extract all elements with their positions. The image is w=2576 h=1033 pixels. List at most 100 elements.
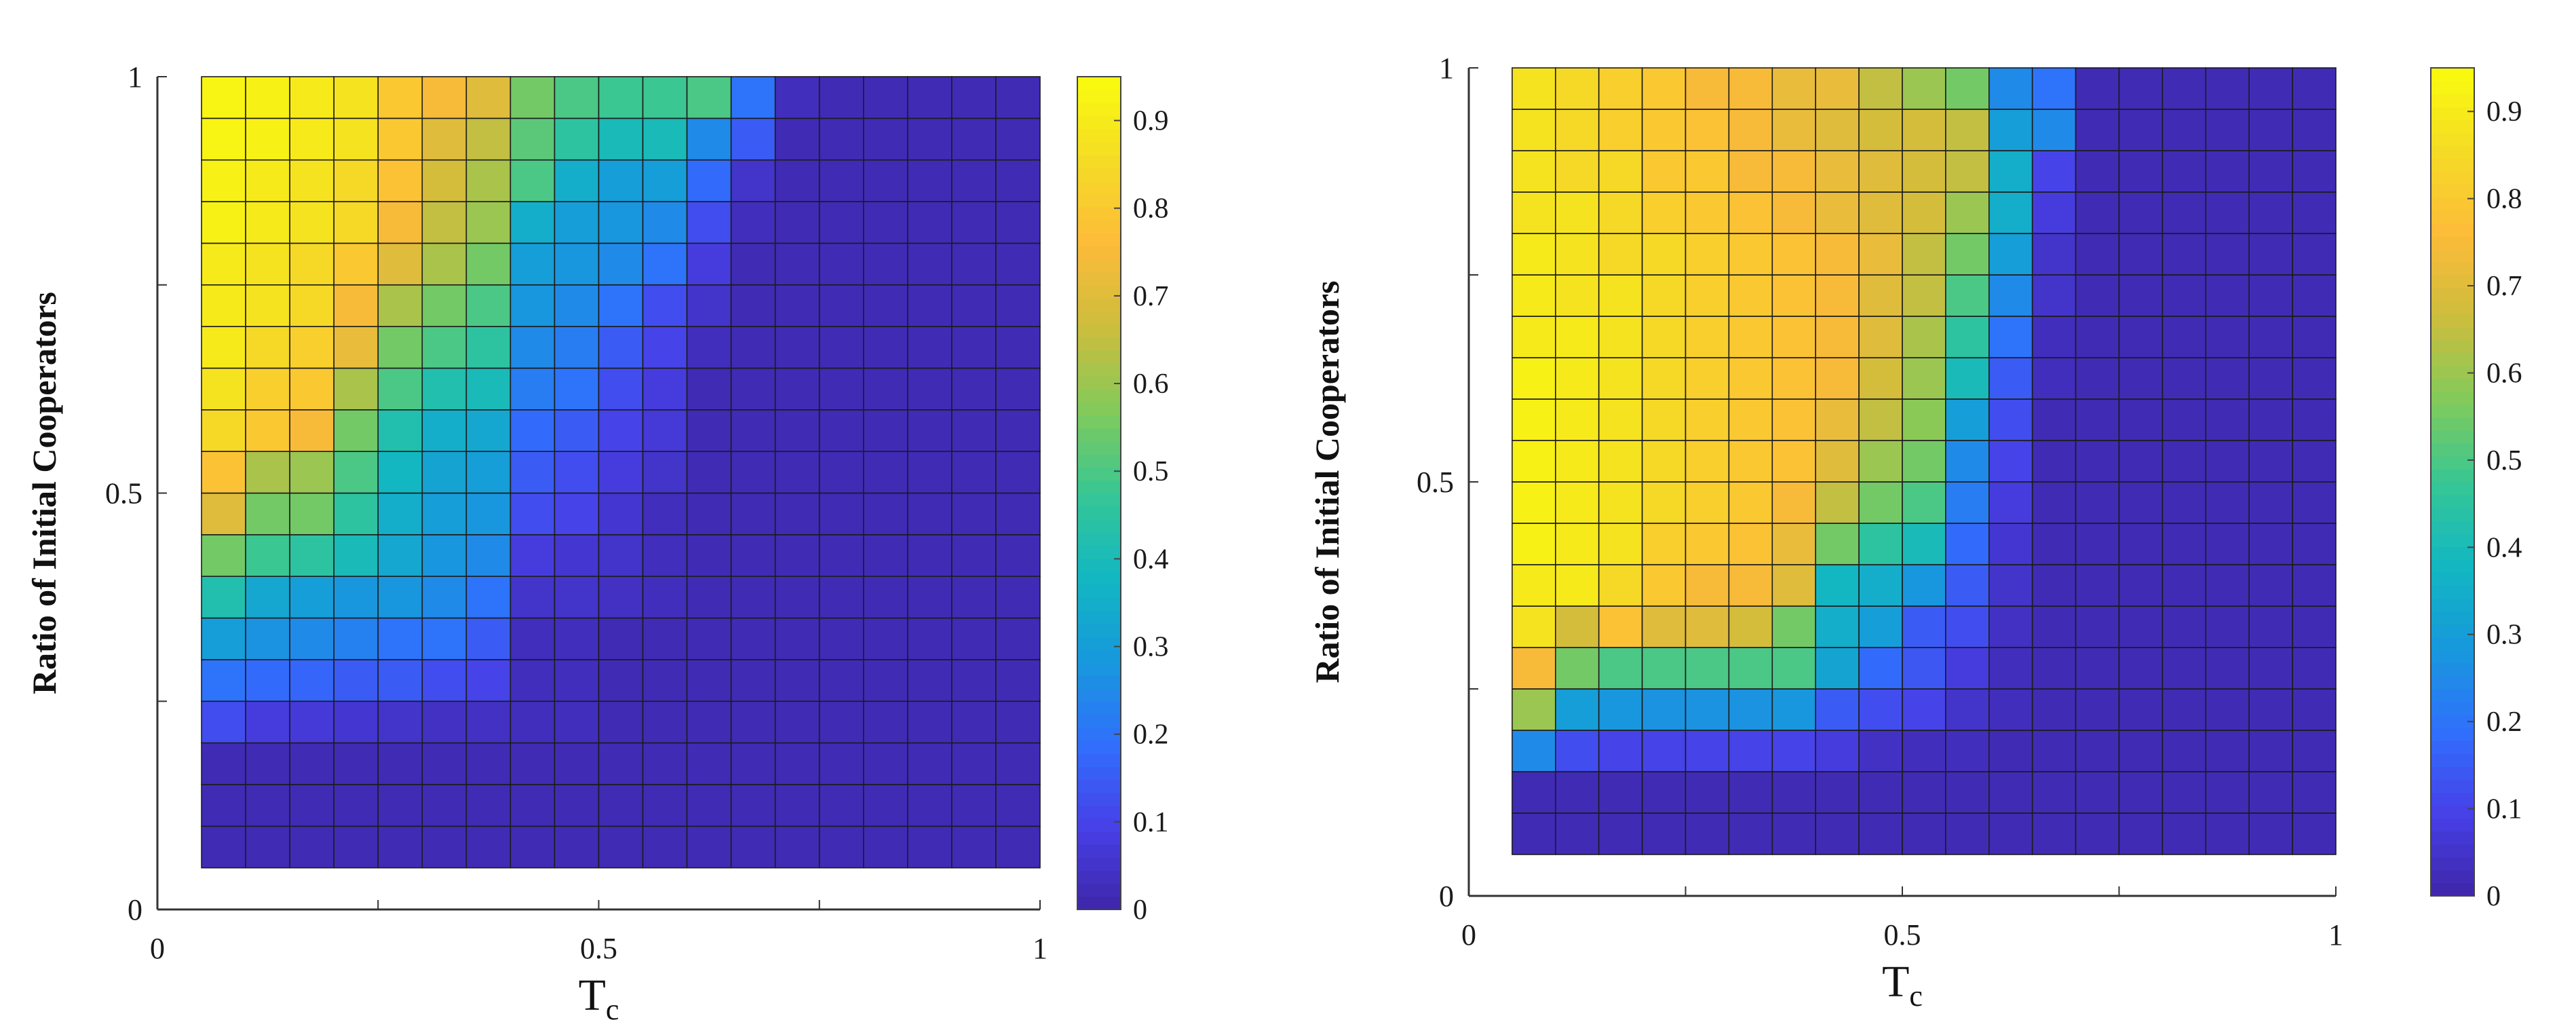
right-cell: [1988, 688, 2033, 731]
left-colorbar-segment: [1077, 766, 1121, 781]
right-colorbar-segment: [2431, 288, 2474, 301]
right-cell: [1902, 67, 1946, 110]
left-cell: [951, 534, 997, 577]
right-cell: [2205, 357, 2250, 400]
left-cell: [421, 742, 467, 785]
right-cell: [2161, 688, 2207, 731]
left-cell: [510, 201, 556, 244]
left-colorbar-segment: [1077, 740, 1121, 754]
left-cell: [730, 284, 776, 327]
right-colorbar-segment: [2431, 869, 2474, 884]
right-cell: [1988, 233, 2033, 276]
left-cell: [201, 534, 246, 577]
right-cell: [1988, 109, 2033, 151]
left-cell: [863, 492, 908, 536]
right-cell: [1512, 523, 1556, 565]
left-colorbar-segment: [1077, 155, 1121, 169]
left-cell: [863, 576, 908, 619]
right-colorbar-segment: [2431, 468, 2474, 483]
left-cell: [774, 825, 820, 869]
left-cell: [421, 825, 467, 869]
right-cell: [2205, 274, 2250, 317]
right-cell: [2248, 771, 2293, 814]
left-cell: [951, 242, 997, 286]
right-cell: [2292, 605, 2337, 648]
left-cell: [333, 742, 379, 785]
left-cell: [421, 492, 467, 536]
left-x-tick-label: 0: [150, 932, 165, 965]
right-cell: [1902, 316, 1946, 358]
left-cell: [730, 367, 776, 411]
left-cell: [465, 76, 512, 119]
left-cell: [642, 117, 688, 161]
left-colorbar-segment: [1077, 896, 1121, 910]
left-cell: [333, 659, 379, 702]
right-colorbar-segment: [2431, 598, 2474, 612]
right-cell: [1554, 357, 1600, 400]
right-cell: [2248, 523, 2293, 565]
right-cell: [2161, 316, 2207, 358]
right-cell: [2161, 730, 2207, 772]
right-cell: [2248, 316, 2293, 358]
right-cell: [1815, 688, 1860, 731]
left-cell: [686, 284, 732, 327]
left-cell: [863, 284, 908, 327]
left-colorbar-segment: [1077, 206, 1121, 221]
left-cell: [951, 451, 997, 494]
right-cell: [1988, 647, 2033, 690]
left-cell: [245, 825, 290, 869]
left-cell: [730, 242, 776, 286]
right-cell: [1902, 150, 1946, 193]
left-cell: [201, 742, 246, 785]
left-cell: [245, 742, 290, 785]
left-cell: [774, 659, 820, 702]
left-colorbar-segment: [1077, 440, 1121, 455]
left-cell: [686, 492, 732, 536]
left-cell: [951, 284, 997, 327]
right-cell: [1554, 274, 1600, 317]
left-x-axis-label: Tc: [579, 971, 619, 1026]
right-cell: [1554, 647, 1600, 690]
left-cell: [730, 326, 776, 369]
right-cell: [1858, 150, 1903, 193]
left-cell: [907, 784, 953, 827]
right-cell: [2118, 150, 2164, 193]
right-cell: [2292, 109, 2337, 151]
right-cell: [1902, 191, 1946, 234]
right-cell: [2292, 564, 2337, 607]
left-cell: [642, 659, 688, 702]
right-colorbar-segment: [2431, 119, 2474, 134]
right-cell: [1685, 688, 1730, 731]
right-cell: [2205, 523, 2250, 565]
right-cell: [2292, 150, 2337, 193]
right-cell: [1728, 564, 1773, 607]
left-cell: [642, 617, 688, 660]
right-cell: [2075, 440, 2120, 483]
right-colorbar-tick-label: 0.5: [2486, 445, 2522, 476]
right-cell: [2292, 274, 2337, 317]
right-cell: [1771, 150, 1816, 193]
left-cell: [465, 367, 512, 411]
right-cell: [1858, 398, 1903, 441]
left-cell: [377, 367, 423, 411]
right-cell: [1945, 191, 1990, 234]
left-cell: [995, 451, 1041, 494]
left-cell: [686, 326, 732, 369]
left-cell: [510, 700, 556, 744]
left-cell: [730, 534, 776, 577]
right-cell: [1641, 730, 1687, 772]
left-cell: [510, 742, 556, 785]
left-colorbar-segment: [1077, 350, 1121, 364]
right-cell: [1512, 564, 1556, 607]
right-cell: [1598, 191, 1643, 234]
right-cell: [1554, 398, 1600, 441]
left-colorbar-segment: [1077, 77, 1121, 90]
left-cell: [333, 534, 379, 577]
left-cell: [289, 825, 334, 869]
right-cell: [2075, 150, 2120, 193]
left-colorbar-segment: [1077, 271, 1121, 286]
right-cell: [1988, 316, 2033, 358]
left-cell: [201, 76, 246, 119]
right-cell: [2075, 67, 2120, 110]
left-cell: [245, 326, 290, 369]
